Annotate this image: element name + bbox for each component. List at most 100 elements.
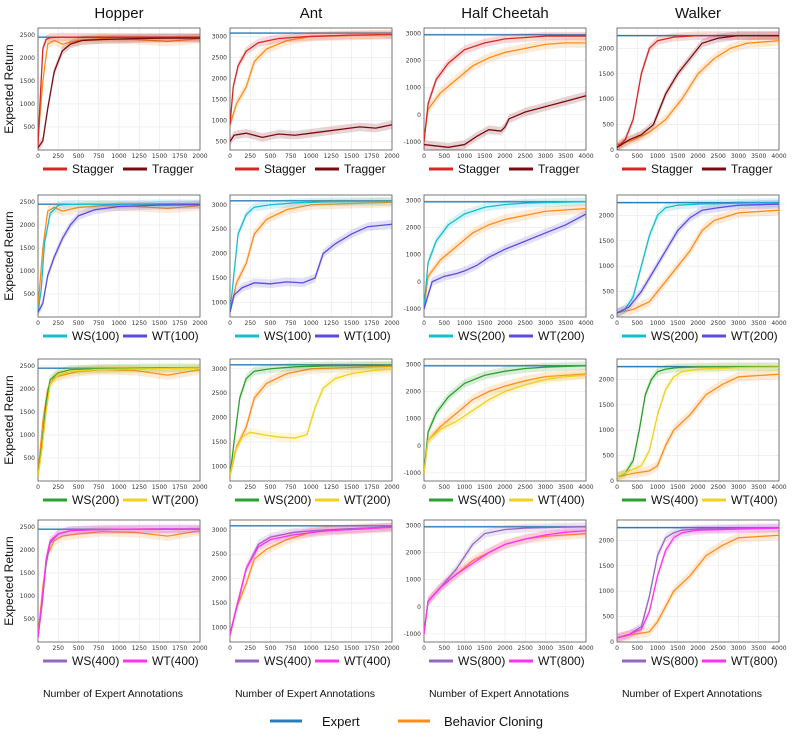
plot-area	[424, 197, 586, 314]
x-tick-label: 250	[245, 320, 257, 327]
wt-800--line	[617, 527, 779, 639]
x-tick-label: 2000	[192, 153, 207, 160]
behavior-cloning-band	[617, 205, 779, 317]
x-tick-label: 1500	[344, 645, 359, 652]
y-tick-label: 500	[24, 455, 36, 462]
y-tick-label: 3000	[406, 522, 421, 529]
x-tick-label: 1250	[324, 484, 339, 491]
y-tick-label: 2000	[599, 45, 614, 52]
x-tick-label: 500	[73, 484, 85, 491]
legend-label: WT(100)	[152, 329, 199, 343]
y-tick-label: 2000	[212, 251, 227, 258]
behavior-cloning-line	[38, 37, 200, 141]
y-tick-label: 1500	[599, 238, 614, 245]
x-tick-label: 500	[439, 320, 451, 327]
x-tick-label: 1500	[670, 153, 685, 160]
y-tick-label: 1500	[212, 600, 227, 607]
wt-400--line	[617, 366, 779, 478]
x-tick-label: 4000	[578, 320, 593, 327]
x-tick-label: 250	[53, 153, 65, 160]
legend-label: WS(400)	[458, 493, 505, 507]
behavior-cloning-band	[617, 530, 779, 642]
panel-legend: WS(100) WT(100)	[235, 329, 391, 343]
ws-200--line	[617, 201, 779, 314]
plot-frame	[37, 358, 201, 482]
plot-frame	[229, 358, 393, 482]
y-axis-label: Expected Return	[2, 375, 16, 464]
y-tick-label: 0	[610, 147, 614, 154]
chart-panel: 0 250 500 750 1000 1250 1500 1750 2000 1000 1500 20…	[212, 194, 400, 343]
x-tick-label: 1000	[457, 645, 472, 652]
plot-frame	[423, 194, 587, 318]
x-tick-label: 250	[245, 153, 257, 160]
x-tick-label: 2000	[690, 320, 705, 327]
x-tick-label: 4000	[578, 153, 593, 160]
behavior-cloning-line	[230, 365, 392, 477]
ws-400--line	[617, 365, 779, 478]
behavior-cloning-band	[230, 29, 392, 130]
legend-label: WS(100)	[264, 329, 311, 343]
y-tick-label: 1500	[599, 402, 614, 409]
panel-legend: WS(400) WT(400)	[43, 654, 199, 668]
legend-label: WT(200)	[731, 329, 778, 343]
panel-legend: WS(400) WT(400)	[235, 654, 391, 668]
x-tick-label: 0	[615, 153, 619, 160]
x-tick-label: 2000	[384, 484, 399, 491]
x-tick-label: 2000	[497, 484, 512, 491]
ws-100--line	[230, 200, 392, 313]
behavior-cloning-line	[424, 207, 586, 309]
legend-label: WS(200)	[72, 493, 119, 507]
chart-title: Hopper	[94, 5, 143, 22]
wt-400--line	[424, 374, 586, 473]
x-tick-label: 750	[285, 320, 297, 327]
x-tick-label: 4000	[771, 320, 786, 327]
x-tick-label: 3500	[751, 645, 766, 652]
y-tick-label: 1000	[599, 427, 614, 434]
x-tick-label: 2500	[711, 645, 726, 652]
panel-legend: WS(800) WT(800)	[429, 654, 585, 668]
y-tick-label: 0	[610, 314, 614, 321]
x-axis-label: Number of Expert Annotations	[43, 688, 183, 700]
panel-legend: WS(400) WT(400)	[622, 493, 778, 507]
x-tick-label: 750	[93, 645, 105, 652]
x-tick-label: 250	[53, 484, 65, 491]
y-tick-label: 1000	[20, 432, 35, 439]
x-tick-label: 1500	[152, 645, 167, 652]
x-tick-label: 3000	[538, 153, 553, 160]
wt-800--line	[424, 530, 586, 634]
legend-bc-label: Behavior Cloning	[444, 714, 543, 729]
y-tick-label: 1000	[406, 85, 421, 92]
y-tick-label: -1000	[404, 470, 422, 477]
x-tick-label: 2000	[690, 484, 705, 491]
ws-100--band	[38, 199, 200, 317]
stagger-line	[424, 35, 586, 142]
y-tick-label: 3000	[406, 361, 421, 368]
plot-frame	[423, 519, 587, 643]
legend-label: Stagger	[458, 162, 500, 176]
x-tick-label: 3000	[731, 645, 746, 652]
legend-label: WS(800)	[458, 654, 505, 668]
x-tick-label: 3500	[558, 320, 573, 327]
chart-panel: Walker 0 500 1000 1500 2000 2500 3000 3500 4000 0 5…	[599, 5, 787, 176]
y-tick-label: 2000	[20, 547, 35, 554]
plot-area	[424, 361, 586, 478]
x-tick-label: 500	[439, 153, 451, 160]
behavior-cloning-line	[38, 204, 200, 308]
ws-200--band	[38, 363, 200, 481]
x-tick-label: 4000	[771, 645, 786, 652]
x-tick-label: 1250	[132, 153, 147, 160]
y-tick-label: 1500	[20, 78, 35, 85]
plot-area	[38, 524, 200, 642]
x-tick-label: 500	[439, 484, 451, 491]
x-tick-label: 1000	[457, 320, 472, 327]
x-tick-label: 1500	[670, 645, 685, 652]
panel-legend: WS(200) WT(200)	[429, 329, 585, 343]
y-axis-label: Expected Return	[2, 44, 16, 133]
behavior-cloning-band	[617, 35, 779, 150]
chart-panel: 0 500 1000 1500 2000 2500 3000 3500 4000-1000010…	[404, 194, 594, 343]
plot-area	[617, 198, 779, 317]
wt-100--line	[38, 204, 200, 313]
y-tick-label: 2000	[406, 389, 421, 396]
x-tick-label: 500	[265, 645, 277, 652]
x-tick-label: 3000	[538, 645, 553, 652]
